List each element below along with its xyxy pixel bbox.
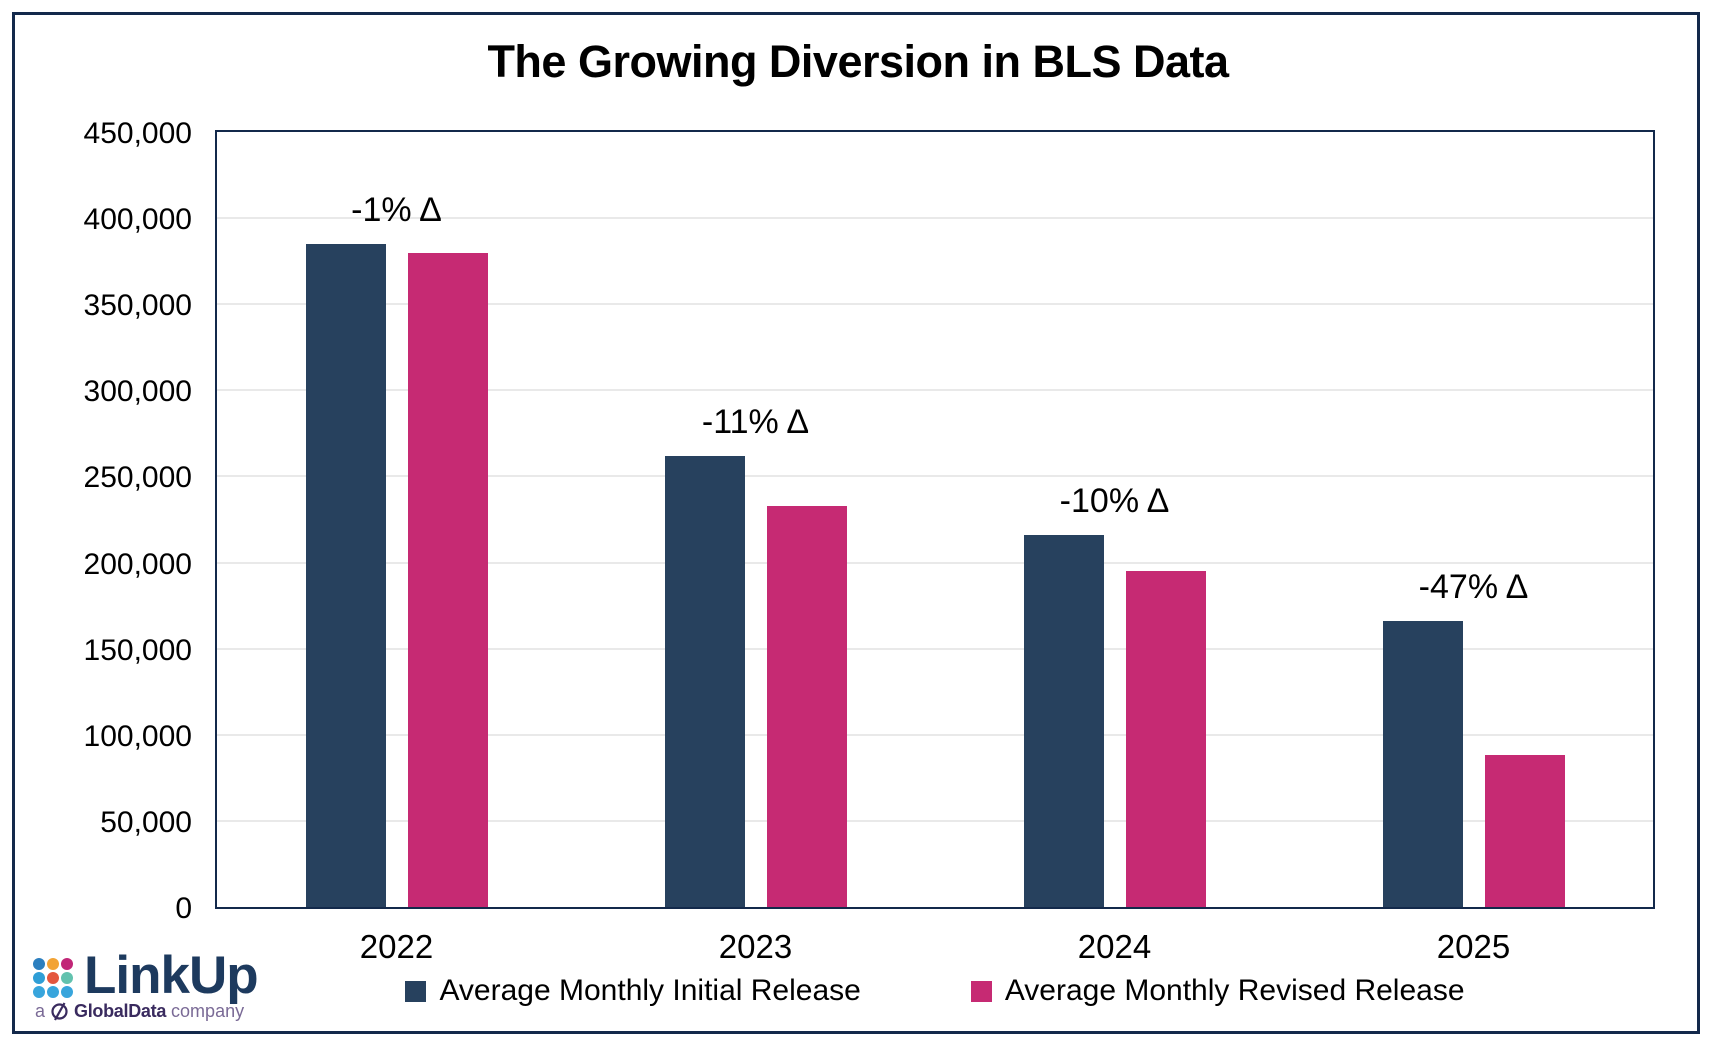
y-tick-label: 350,000 bbox=[83, 289, 192, 323]
globaldata-tagline: a GlobalData company bbox=[35, 1001, 258, 1022]
y-tick-label: 450,000 bbox=[83, 117, 192, 150]
legend-label-initial-release: Average Monthly Initial Release bbox=[439, 974, 861, 1007]
gridline bbox=[217, 561, 1653, 564]
linkup-wordmark: LinkUp bbox=[84, 946, 259, 1006]
x-tick-label-2025: 2025 bbox=[1436, 928, 1511, 965]
linkup-logo: LinkUp a GlobalData company bbox=[33, 946, 259, 1022]
bar-revised-release-2025 bbox=[1484, 755, 1565, 907]
y-tick-label: 200,000 bbox=[83, 547, 192, 581]
legend-swatch-revised-icon bbox=[970, 980, 992, 1002]
linkup-dot bbox=[61, 958, 73, 970]
y-tick-label: 150,000 bbox=[83, 633, 192, 667]
legend: Average Monthly Initial Release Average … bbox=[215, 974, 1655, 1008]
gridline bbox=[217, 389, 1653, 392]
y-tick-label: 250,000 bbox=[83, 461, 192, 495]
y-tick-label: 100,000 bbox=[83, 719, 192, 753]
linkup-dot bbox=[47, 986, 59, 998]
bar-initial-release-2025 bbox=[1382, 621, 1463, 907]
y-tick-label: 0 bbox=[175, 892, 192, 925]
y-tick-label: 50,000 bbox=[100, 805, 192, 839]
legend-label-revised-release: Average Monthly Revised Release bbox=[1004, 974, 1465, 1007]
linkup-logo-top: LinkUp bbox=[33, 946, 259, 1006]
plot-area: -1% Δ -11% Δ -10% Δ -47% Δ bbox=[215, 130, 1655, 909]
bar-revised-release-2022 bbox=[407, 252, 488, 907]
bar-initial-release-2022 bbox=[305, 243, 386, 907]
bar-revised-release-2024 bbox=[1125, 571, 1206, 907]
legend-item-revised-release: Average Monthly Revised Release bbox=[970, 974, 1465, 1008]
delta-annotation-2024: -10% Δ bbox=[1059, 482, 1170, 520]
bar-revised-release-2023 bbox=[766, 505, 847, 907]
delta-annotation-2023: -11% Δ bbox=[701, 402, 810, 441]
globaldata-slashed-circle-icon bbox=[50, 1002, 69, 1021]
linkup-dot bbox=[61, 986, 73, 998]
gridline bbox=[217, 303, 1653, 306]
linkup-dot bbox=[33, 958, 45, 970]
linkup-dot bbox=[47, 958, 59, 970]
bar-initial-release-2023 bbox=[664, 455, 745, 907]
tagline-prefix: a bbox=[35, 1001, 46, 1021]
linkup-dot bbox=[33, 972, 45, 984]
tagline-brand: GlobalData bbox=[74, 1001, 167, 1021]
linkup-dot bbox=[61, 972, 73, 984]
y-axis: 0 50,000 100,000 150,000 200,000 250,000 300,0… bbox=[0, 117, 192, 925]
delta-annotation-2022: -1% Δ bbox=[351, 190, 442, 229]
linkup-dot bbox=[47, 972, 59, 984]
gridline bbox=[217, 819, 1653, 822]
x-tick-label-2023: 2023 bbox=[718, 928, 793, 965]
linkup-dot bbox=[33, 986, 45, 998]
bar-initial-release-2024 bbox=[1023, 535, 1104, 907]
gridline bbox=[217, 217, 1653, 220]
chart-title: The Growing Diversion in BLS Data bbox=[487, 36, 1229, 87]
x-tick-label-2022: 2022 bbox=[359, 928, 434, 965]
linkup-dots-icon bbox=[33, 958, 75, 1000]
legend-swatch-initial-icon bbox=[405, 980, 427, 1002]
y-tick-label: 400,000 bbox=[83, 203, 192, 237]
y-tick-label: 300,000 bbox=[83, 375, 192, 409]
legend-item-initial-release: Average Monthly Initial Release bbox=[405, 974, 861, 1008]
x-axis: 2022 2023 2024 2025 bbox=[215, 928, 1655, 972]
x-tick-label-2024: 2024 bbox=[1077, 928, 1152, 965]
gridline bbox=[217, 647, 1653, 650]
delta-annotation-2025: -47% Δ bbox=[1418, 568, 1529, 607]
gridline bbox=[217, 475, 1653, 478]
tagline-suffix: company bbox=[171, 1001, 245, 1021]
gridline bbox=[217, 733, 1653, 736]
